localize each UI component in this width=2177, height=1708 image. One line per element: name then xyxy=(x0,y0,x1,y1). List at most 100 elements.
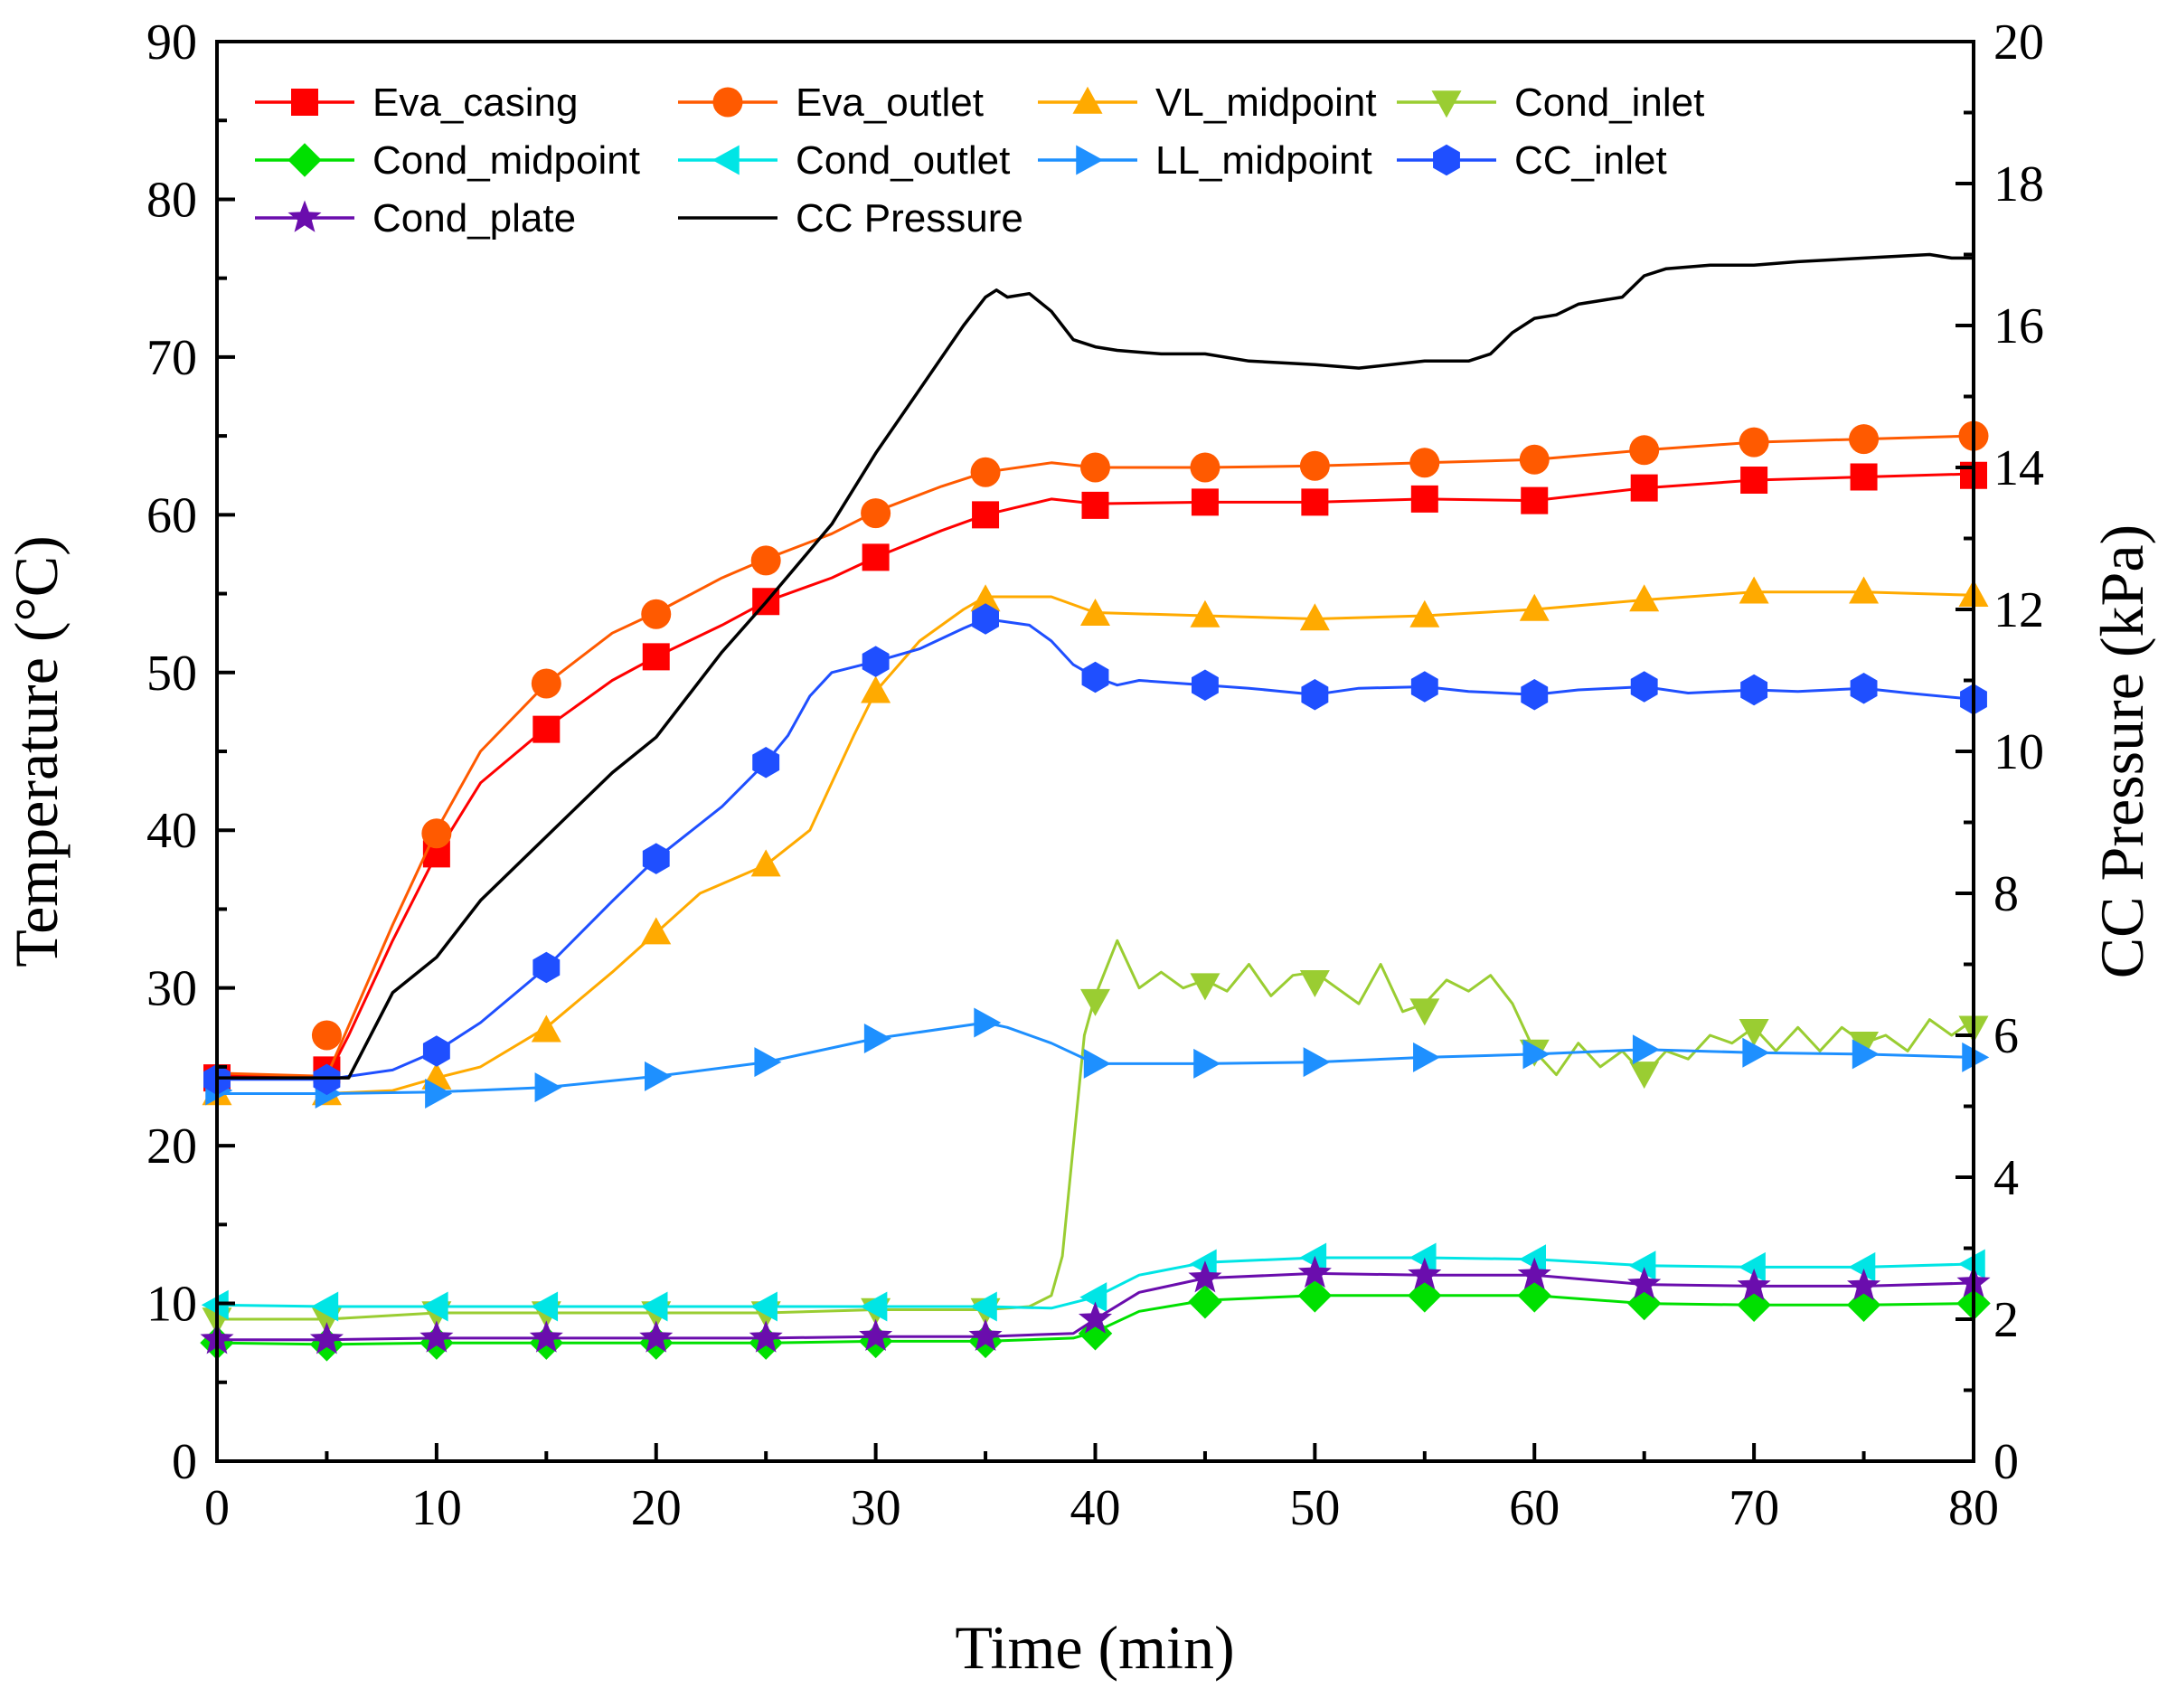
data-point-cond-plate xyxy=(749,1320,783,1353)
legend-item-vl-midpoint: VL_midpoint xyxy=(1038,80,1377,125)
data-point-cond-outlet xyxy=(1848,1251,1876,1282)
legend-swatch-marker xyxy=(712,145,740,175)
data-point-eva-casing xyxy=(1410,485,1438,513)
x-tick-label: 40 xyxy=(1070,1480,1121,1536)
legend-swatch-marker xyxy=(1433,144,1460,176)
data-point-cond-plate xyxy=(1297,1255,1332,1288)
legend-label: Cond_inlet xyxy=(1514,80,1704,125)
data-point-cc-inlet xyxy=(1191,669,1219,701)
data-point-cc-inlet xyxy=(862,646,890,677)
axes-layer: 0 10 20 30 40 50 60 70 8001020304050607080900246… xyxy=(146,14,2044,1536)
series-cond-outlet xyxy=(201,1242,1985,1322)
data-point-eva-casing xyxy=(1081,491,1109,519)
data-point-ll-midpoint xyxy=(974,1007,1002,1038)
data-point-cond-midpoint xyxy=(1297,1279,1333,1313)
data-point-eva-casing xyxy=(1521,486,1549,514)
data-point-cond-outlet xyxy=(749,1291,778,1322)
data-point-cond-outlet xyxy=(1409,1242,1437,1273)
data-point-cc-inlet xyxy=(1630,671,1658,703)
series-eva-casing xyxy=(203,461,1987,1092)
data-point-cond-midpoint xyxy=(1188,1285,1222,1319)
data-point-eva-casing xyxy=(1850,463,1878,491)
series-cond-plate xyxy=(200,1255,1991,1354)
data-point-ll-midpoint xyxy=(754,1047,782,1078)
data-point-vl-midpoint xyxy=(1849,576,1880,604)
data-point-ll-midpoint xyxy=(1852,1039,1880,1070)
data-point-eva-outlet xyxy=(1629,435,1660,466)
y-tick-label: 80 xyxy=(146,172,197,228)
series-vl-midpoint xyxy=(202,576,1989,1106)
data-point-eva-outlet xyxy=(861,498,891,529)
y-tick-label: 50 xyxy=(146,646,197,702)
data-point-cond-inlet xyxy=(1739,1019,1769,1047)
y-tick-label: 60 xyxy=(146,487,197,543)
data-point-cond-inlet xyxy=(1190,973,1220,1001)
data-point-vl-midpoint xyxy=(861,675,891,703)
data-point-eva-outlet xyxy=(311,1020,342,1051)
data-point-cond-outlet xyxy=(860,1291,888,1322)
data-point-cond-inlet xyxy=(1299,969,1330,997)
y-tick-label: 40 xyxy=(146,803,197,859)
legend-label: Cond_plate xyxy=(372,196,576,241)
data-point-cond-outlet xyxy=(1738,1251,1766,1282)
data-point-cc-inlet xyxy=(972,603,1000,635)
data-point-eva-outlet xyxy=(1739,427,1769,458)
y-tick-label: 20 xyxy=(146,1118,197,1175)
data-point-cond-outlet xyxy=(1519,1244,1546,1275)
data-point-vl-midpoint xyxy=(641,917,672,945)
y2-tick-label: 18 xyxy=(1993,156,2044,212)
data-point-eva-outlet xyxy=(750,545,781,576)
data-point-cond-plate xyxy=(1078,1301,1113,1334)
data-point-cc-inlet xyxy=(1410,671,1438,703)
series-line-eva-outlet xyxy=(216,434,1974,1078)
data-point-cond-plate xyxy=(419,1320,454,1353)
data-point-ll-midpoint xyxy=(1962,1042,1990,1072)
data-point-ll-midpoint xyxy=(425,1079,453,1109)
data-point-eva-outlet xyxy=(1299,450,1330,481)
y2-tick-label: 6 xyxy=(1993,1008,2019,1064)
series-eva-outlet xyxy=(216,420,1989,1078)
y2-tick-label: 10 xyxy=(1993,724,2044,780)
y2-tick-label: 2 xyxy=(1993,1292,2019,1348)
data-point-cond-plate xyxy=(1517,1257,1551,1289)
data-point-vl-midpoint xyxy=(1519,593,1550,621)
data-point-cond-inlet xyxy=(1080,988,1110,1016)
data-point-cond-plate xyxy=(1847,1268,1881,1301)
data-point-eva-outlet xyxy=(1409,448,1440,478)
legend-label: CC Pressure xyxy=(796,196,1023,241)
data-point-cc-inlet xyxy=(532,951,561,984)
data-point-cond-outlet xyxy=(531,1291,559,1322)
data-point-cond-inlet xyxy=(1849,1031,1880,1059)
data-point-cond-midpoint xyxy=(1517,1279,1551,1313)
data-point-vl-midpoint xyxy=(1629,584,1660,612)
data-point-eva-outlet xyxy=(1849,424,1880,455)
series-cond-inlet xyxy=(202,939,1989,1335)
legend-item-cc-inlet: CC_inlet xyxy=(1397,138,1667,183)
data-point-eva-outlet xyxy=(970,457,1001,487)
data-point-vl-midpoint xyxy=(970,584,1001,612)
data-point-ll-midpoint xyxy=(1083,1048,1111,1079)
legend-swatch-marker xyxy=(712,87,743,118)
data-point-cond-outlet xyxy=(1299,1242,1327,1273)
legend-swatch-marker xyxy=(291,89,318,116)
legend-item-eva-casing: Eva_casing xyxy=(255,80,578,125)
data-point-cond-inlet xyxy=(1409,998,1440,1026)
data-point-eva-casing xyxy=(1191,488,1219,516)
x-tick-label: 60 xyxy=(1509,1480,1560,1536)
data-point-cc-inlet xyxy=(752,746,780,779)
y2-tick-label: 12 xyxy=(1993,582,2044,638)
data-point-eva-casing xyxy=(862,543,890,571)
series-cc-inlet xyxy=(203,603,1987,1096)
legend-item-cond-plate: Cond_plate xyxy=(255,196,576,241)
y-tick-label: 10 xyxy=(146,1277,197,1333)
y-axis-title: Temperature (°C) xyxy=(2,535,71,967)
data-point-eva-casing xyxy=(972,501,1000,529)
legend-swatch-marker xyxy=(1072,86,1103,114)
data-point-ll-midpoint xyxy=(1413,1042,1441,1072)
y-tick-label: 30 xyxy=(146,961,197,1017)
series-cc-pressure xyxy=(217,252,1974,1080)
legend-label: Eva_casing xyxy=(372,80,578,125)
data-point-cond-outlet xyxy=(640,1291,668,1322)
y2-tick-label: 16 xyxy=(1993,298,2044,354)
